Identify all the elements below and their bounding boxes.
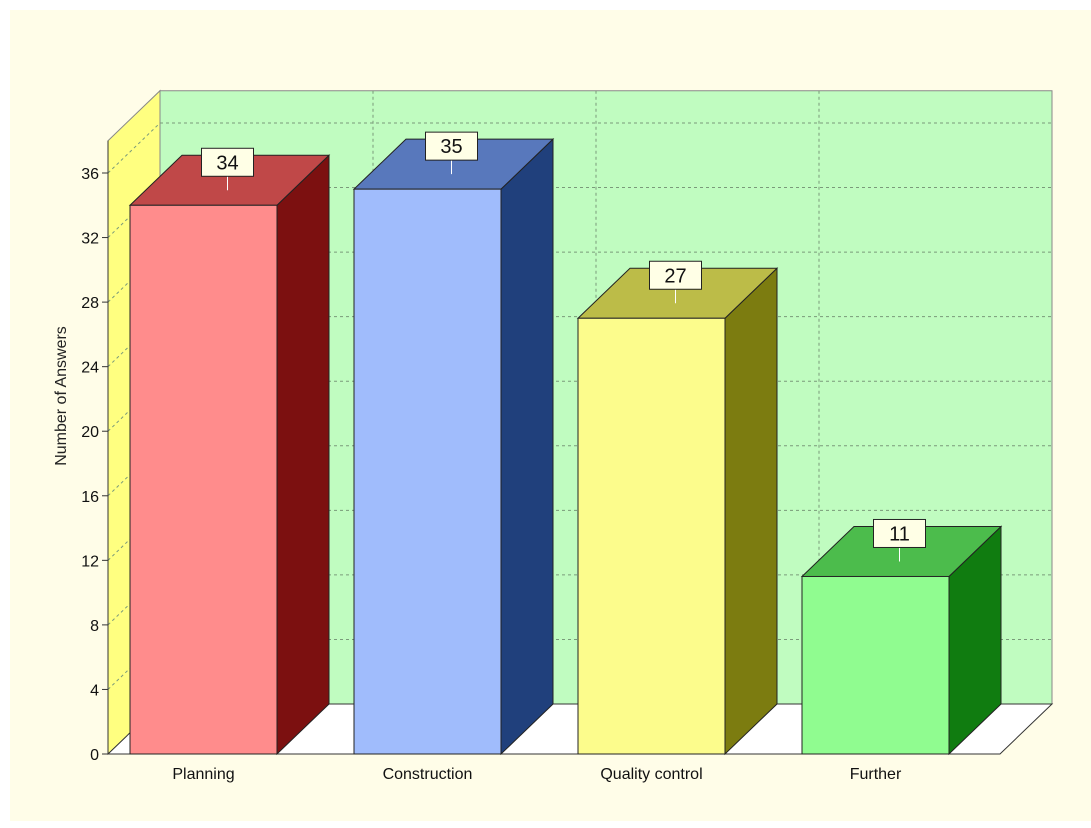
- bar-group: 34: [128, 147, 331, 756]
- y-tick-label: 0: [90, 747, 99, 764]
- x-tick-label: Construction: [383, 766, 473, 783]
- bar-side: [500, 137, 554, 756]
- y-tick-label: 24: [81, 360, 99, 377]
- data-label: 34: [216, 152, 238, 174]
- y-tick-label: 4: [90, 682, 99, 699]
- bar-side: [276, 154, 330, 756]
- bar-side: [724, 267, 778, 756]
- bar: [353, 188, 502, 755]
- y-tick-label: 28: [81, 295, 99, 312]
- data-label-box: [201, 147, 254, 177]
- bar-group: 27: [576, 260, 779, 756]
- data-label: 35: [440, 136, 462, 158]
- data-label: 27: [664, 265, 686, 287]
- data-label: 11: [889, 523, 910, 545]
- x-tick-label: Further: [850, 766, 902, 783]
- y-tick-label: 36: [81, 166, 99, 183]
- bar: [129, 204, 278, 755]
- y-tick-label: 8: [90, 618, 99, 635]
- bar: [577, 317, 726, 755]
- data-label-box: [649, 260, 702, 290]
- bar: [801, 575, 950, 755]
- y-axis-label: Number of Answers: [53, 326, 70, 466]
- y-tick-label: 12: [81, 553, 99, 570]
- gridline-side: [107, 122, 161, 174]
- y-tick-label: 16: [81, 489, 99, 506]
- data-label-box: [425, 131, 478, 161]
- y-tick-label: 20: [81, 424, 99, 441]
- x-tick-label: Planning: [172, 766, 234, 783]
- bar-group: 11: [800, 518, 1003, 756]
- y-tick-label: 32: [81, 231, 99, 248]
- bar-group: 35: [352, 131, 555, 756]
- data-label-box: [873, 518, 926, 548]
- x-tick-label: Quality control: [600, 766, 702, 783]
